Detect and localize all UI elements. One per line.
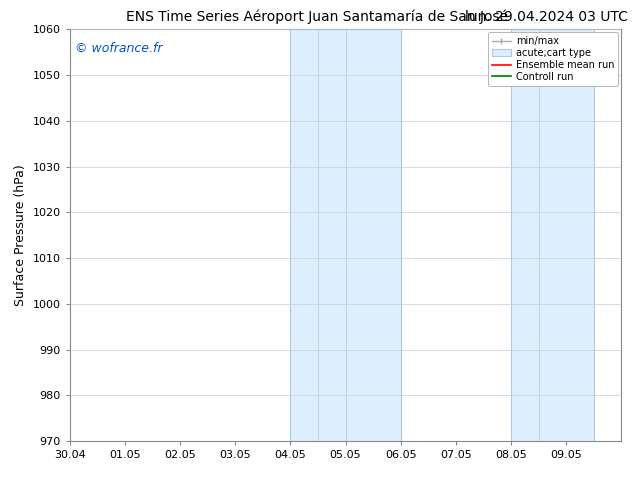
Legend: min/max, acute;cart type, Ensemble mean run, Controll run: min/max, acute;cart type, Ensemble mean …	[488, 32, 618, 86]
Y-axis label: Surface Pressure (hPa): Surface Pressure (hPa)	[14, 164, 27, 306]
Bar	[290, 29, 401, 441]
Bar	[511, 29, 593, 441]
Text: © wofrance.fr: © wofrance.fr	[75, 42, 163, 55]
Text: ENS Time Series Aéroport Juan Santamaría de San José: ENS Time Series Aéroport Juan Santamaría…	[126, 10, 508, 24]
Text: lun. 29.04.2024 03 UTC: lun. 29.04.2024 03 UTC	[465, 10, 628, 24]
